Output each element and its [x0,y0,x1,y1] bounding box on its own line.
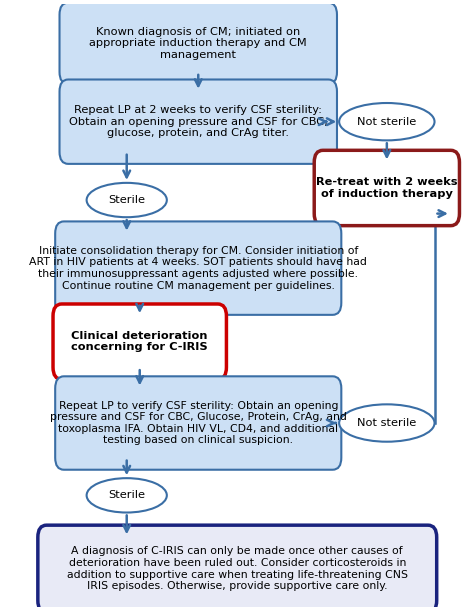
FancyBboxPatch shape [60,2,337,84]
FancyBboxPatch shape [314,150,459,225]
Ellipse shape [87,183,167,217]
Text: Initiate consolidation therapy for CM. Consider initiation of
ART in HIV patient: Initiate consolidation therapy for CM. C… [29,246,367,291]
Ellipse shape [339,103,435,141]
Ellipse shape [339,404,435,442]
Text: Known diagnosis of CM; initiated on
appropriate induction therapy and CM
managem: Known diagnosis of CM; initiated on appr… [90,27,307,60]
Text: Repeat LP at 2 weeks to verify CSF sterility:
Obtain an opening pressure and CSF: Repeat LP at 2 weeks to verify CSF steri… [69,105,328,138]
FancyBboxPatch shape [38,525,437,611]
FancyBboxPatch shape [55,376,341,470]
Text: Sterile: Sterile [108,195,145,205]
Text: Sterile: Sterile [108,491,145,500]
FancyBboxPatch shape [55,221,341,315]
FancyBboxPatch shape [53,304,227,379]
Text: Not sterile: Not sterile [357,117,417,126]
Text: Not sterile: Not sterile [357,418,417,428]
Text: Clinical deterioration
concerning for C-IRIS: Clinical deterioration concerning for C-… [72,331,208,353]
Text: Re-treat with 2 weeks
of induction therapy: Re-treat with 2 weeks of induction thera… [316,177,457,199]
FancyBboxPatch shape [60,79,337,164]
Ellipse shape [87,478,167,513]
Text: A diagnosis of C-IRIS can only be made once other causes of
deterioration have b: A diagnosis of C-IRIS can only be made o… [67,546,408,591]
Text: Repeat LP to verify CSF sterility: Obtain an opening
pressure and CSF for CBC, G: Repeat LP to verify CSF sterility: Obtai… [50,401,346,445]
